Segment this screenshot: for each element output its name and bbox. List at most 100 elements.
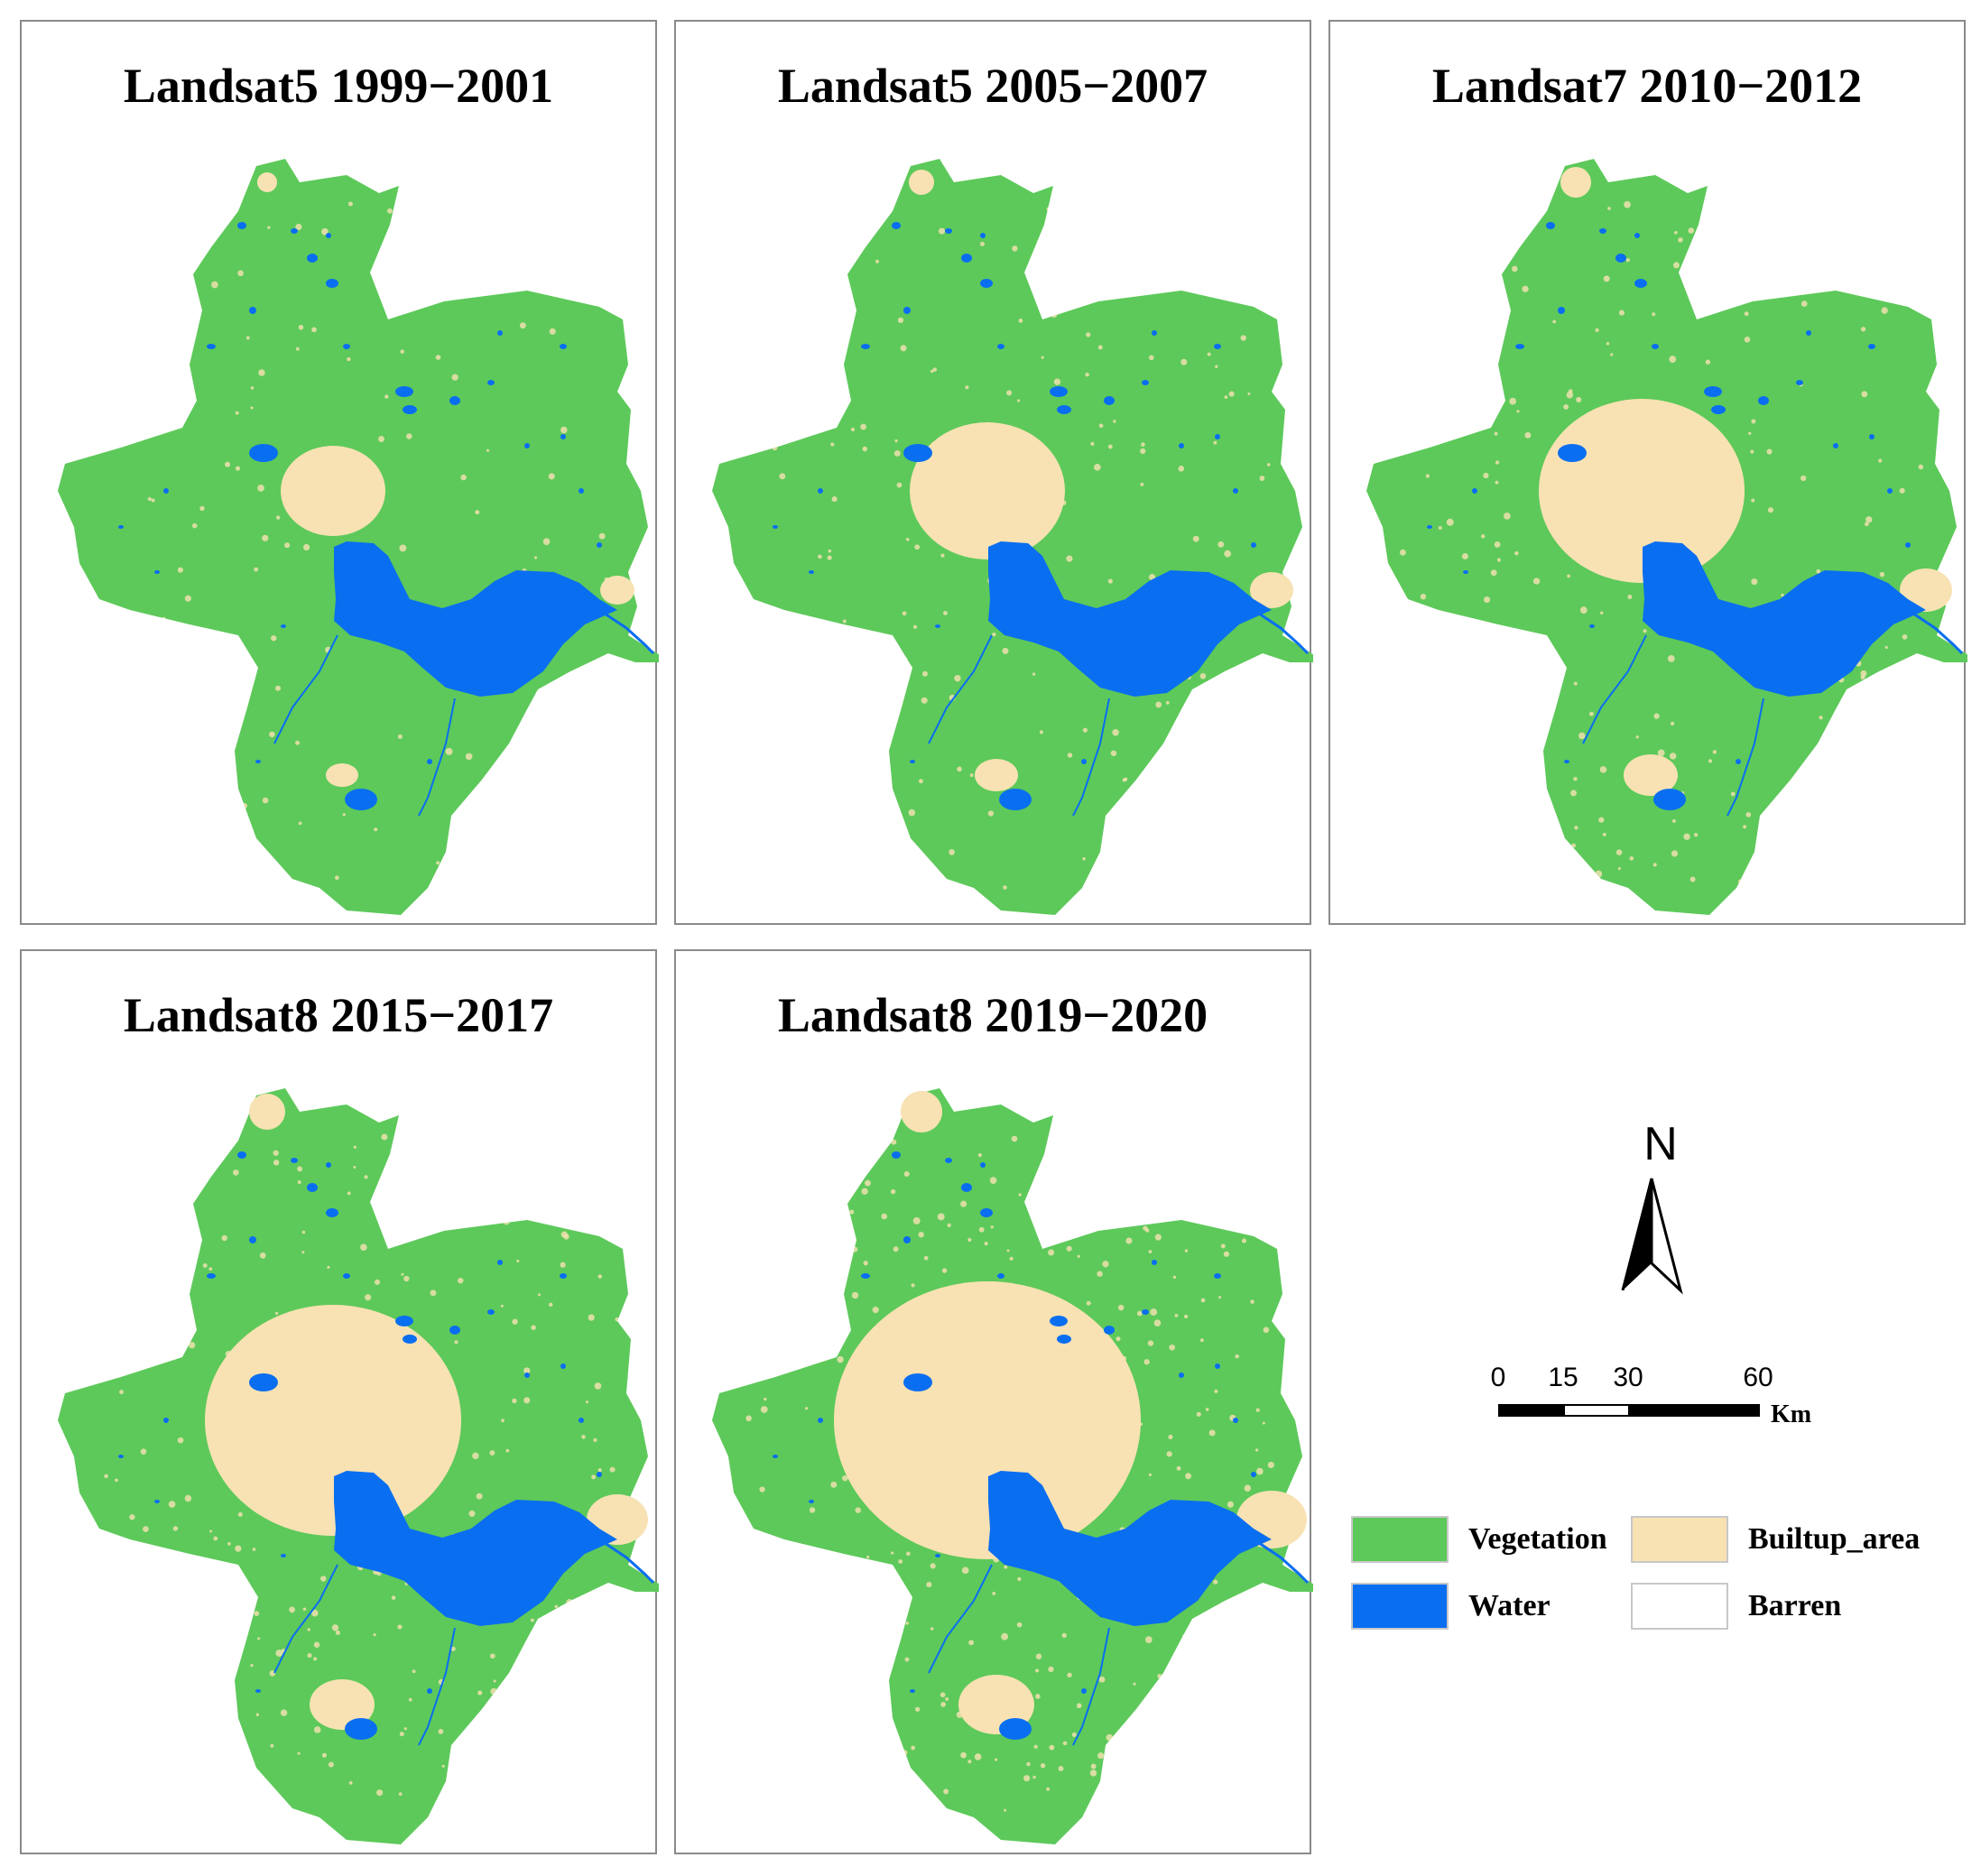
builtup-speckle [827,555,832,560]
pond [903,1236,911,1243]
builtup-speckle [476,1492,483,1500]
builtup-speckle [1860,675,1865,680]
builtup-speckle [576,724,582,729]
builtup-speckle [829,731,835,736]
builtup-speckle [1171,263,1178,269]
builtup-speckle [1162,769,1165,772]
builtup-speckle [1016,1622,1023,1628]
builtup-speckle [228,864,236,873]
reservoir [903,1373,932,1391]
builtup-speckle [174,256,181,263]
builtup-speckle [597,1712,606,1719]
builtup-speckle [307,1653,312,1659]
builtup-speckle [1176,1188,1180,1192]
builtup-speckle [1493,363,1498,367]
builtup-speckle [519,322,526,329]
builtup-speckle [1094,463,1101,471]
builtup-speckle [1164,1686,1170,1691]
builtup-speckle [1042,235,1049,241]
builtup-speckle [302,543,310,551]
builtup-speckle [790,1307,798,1315]
builtup-speckle [1496,558,1501,562]
builtup-speckle [460,474,467,481]
builtup-speckle [1184,1249,1189,1252]
builtup-speckle [908,809,916,817]
river [418,1627,456,1746]
builtup-speckle [1461,552,1468,560]
builtup-speckle [1861,391,1868,398]
pond [980,1162,986,1168]
pond [935,1554,940,1557]
builtup-speckle [1066,1245,1072,1252]
builtup-speckle [1652,863,1657,867]
builtup-speckle [131,1183,134,1188]
pond [154,1500,160,1503]
builtup-speckle [894,439,898,443]
builtup-speckle [106,771,110,774]
builtup-speckle [568,1667,575,1674]
pond [1233,1418,1238,1423]
builtup-speckle [1145,1188,1152,1193]
builtup-speckle [881,1213,888,1220]
builtup-speckle [1606,342,1610,346]
panel-title: Landsat8 2019−2020 [777,988,1208,1042]
pond [560,344,567,349]
builtup-speckle [1046,1787,1051,1791]
pond [579,488,584,494]
builtup-speckle [904,1657,910,1662]
builtup-speckle [1669,753,1677,760]
builtup-speckle [609,1466,616,1473]
builtup-speckle [1119,1770,1125,1776]
builtup-speckle [830,442,835,447]
builtup-speckle [1629,855,1634,861]
builtup-speckle [580,1604,587,1611]
builtup-speckle [1819,716,1823,720]
builtup-speckle [267,226,271,229]
builtup-speckle [410,271,416,277]
builtup-speckle [978,1226,985,1233]
builtup-speckle [1705,359,1711,365]
river [928,1564,993,1674]
builtup-speckle [1500,753,1504,757]
town-builtup-area [975,759,1018,791]
builtup-speckle [1864,522,1869,527]
reservoir [903,444,932,462]
builtup-speckle [1617,867,1621,871]
builtup-speckle [863,1261,868,1266]
builtup-speckle [926,1582,932,1588]
builtup-speckle [1153,1319,1162,1327]
builtup-speckle [523,1367,531,1374]
builtup-speckle [1078,1174,1083,1179]
pond [773,1455,778,1458]
builtup-speckle [1452,800,1460,809]
builtup-speckle [1006,390,1013,396]
pond [307,254,318,263]
builtup-speckle [119,1390,125,1395]
builtup-speckle [122,1297,130,1305]
builtup-speckle [157,1352,162,1356]
builtup-speckle [1262,1421,1265,1425]
builtup-speckle [1737,879,1744,884]
builtup-speckle [1712,750,1717,754]
river [1253,1538,1310,1585]
builtup-speckle [1220,1243,1226,1249]
builtup-speckle [171,1334,175,1339]
builtup-speckle [1051,1236,1055,1241]
pond [1081,1688,1087,1694]
builtup-speckle [1865,277,1872,283]
builtup-speckle [347,201,353,207]
builtup-speckle [1520,844,1523,848]
scale-unit: Km [1771,1400,1812,1428]
builtup-speckle [862,1574,866,1577]
builtup-speckle [129,708,137,716]
pond [997,344,1004,349]
pond [307,1183,318,1192]
builtup-speckle [1860,327,1866,332]
builtup-speckle [822,1286,829,1293]
builtup-speckle [1917,256,1925,264]
builtup-speckle [957,766,962,772]
pond [1736,759,1741,764]
builtup-speckle [181,1289,189,1298]
builtup-speckle [1226,1715,1232,1722]
pond [910,1689,915,1693]
